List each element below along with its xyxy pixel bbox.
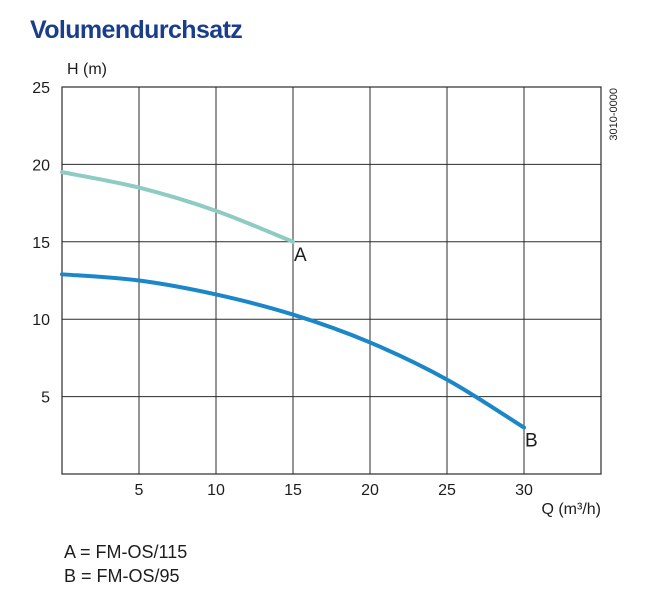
chart-title: Volumendurchsatz <box>30 16 243 44</box>
y-tick-label: 20 <box>32 157 50 174</box>
y-tick-label: 5 <box>41 390 50 407</box>
x-tick-label: 5 <box>135 482 144 499</box>
y-tick-label: 25 <box>32 80 50 97</box>
grid <box>61 86 602 475</box>
x-tick-label: 25 <box>438 482 456 499</box>
x-tick-label: 20 <box>361 482 379 499</box>
legend-entry-a: A = FM-OS/115 <box>64 542 188 562</box>
series-label-a: A <box>294 245 307 266</box>
x-tick-label: 15 <box>284 482 302 499</box>
legend-entry-b: B = FM-OS/95 <box>64 566 180 586</box>
x-tick-label: 10 <box>207 482 225 499</box>
series-line-a <box>60 170 295 244</box>
legend: A = FM-OS/115 B = FM-OS/95 <box>64 540 187 588</box>
x-tick-label: 30 <box>515 482 533 499</box>
x-axis-label: Q (m³/h) <box>541 501 601 518</box>
series-line-b <box>60 272 526 430</box>
plot-frame <box>61 86 602 475</box>
chart-code: 3010-0000 <box>608 88 620 141</box>
chart-labels: H (m) Q (m³/h) 3010-0000 5 10 15 20 25 30 5 10 1… <box>32 61 620 518</box>
series-label-b: B <box>525 431 538 452</box>
series-lines <box>60 170 526 430</box>
y-tick-label: 10 <box>32 312 50 329</box>
y-axis-label: H (m) <box>67 61 107 78</box>
y-tick-label: 15 <box>32 235 50 252</box>
